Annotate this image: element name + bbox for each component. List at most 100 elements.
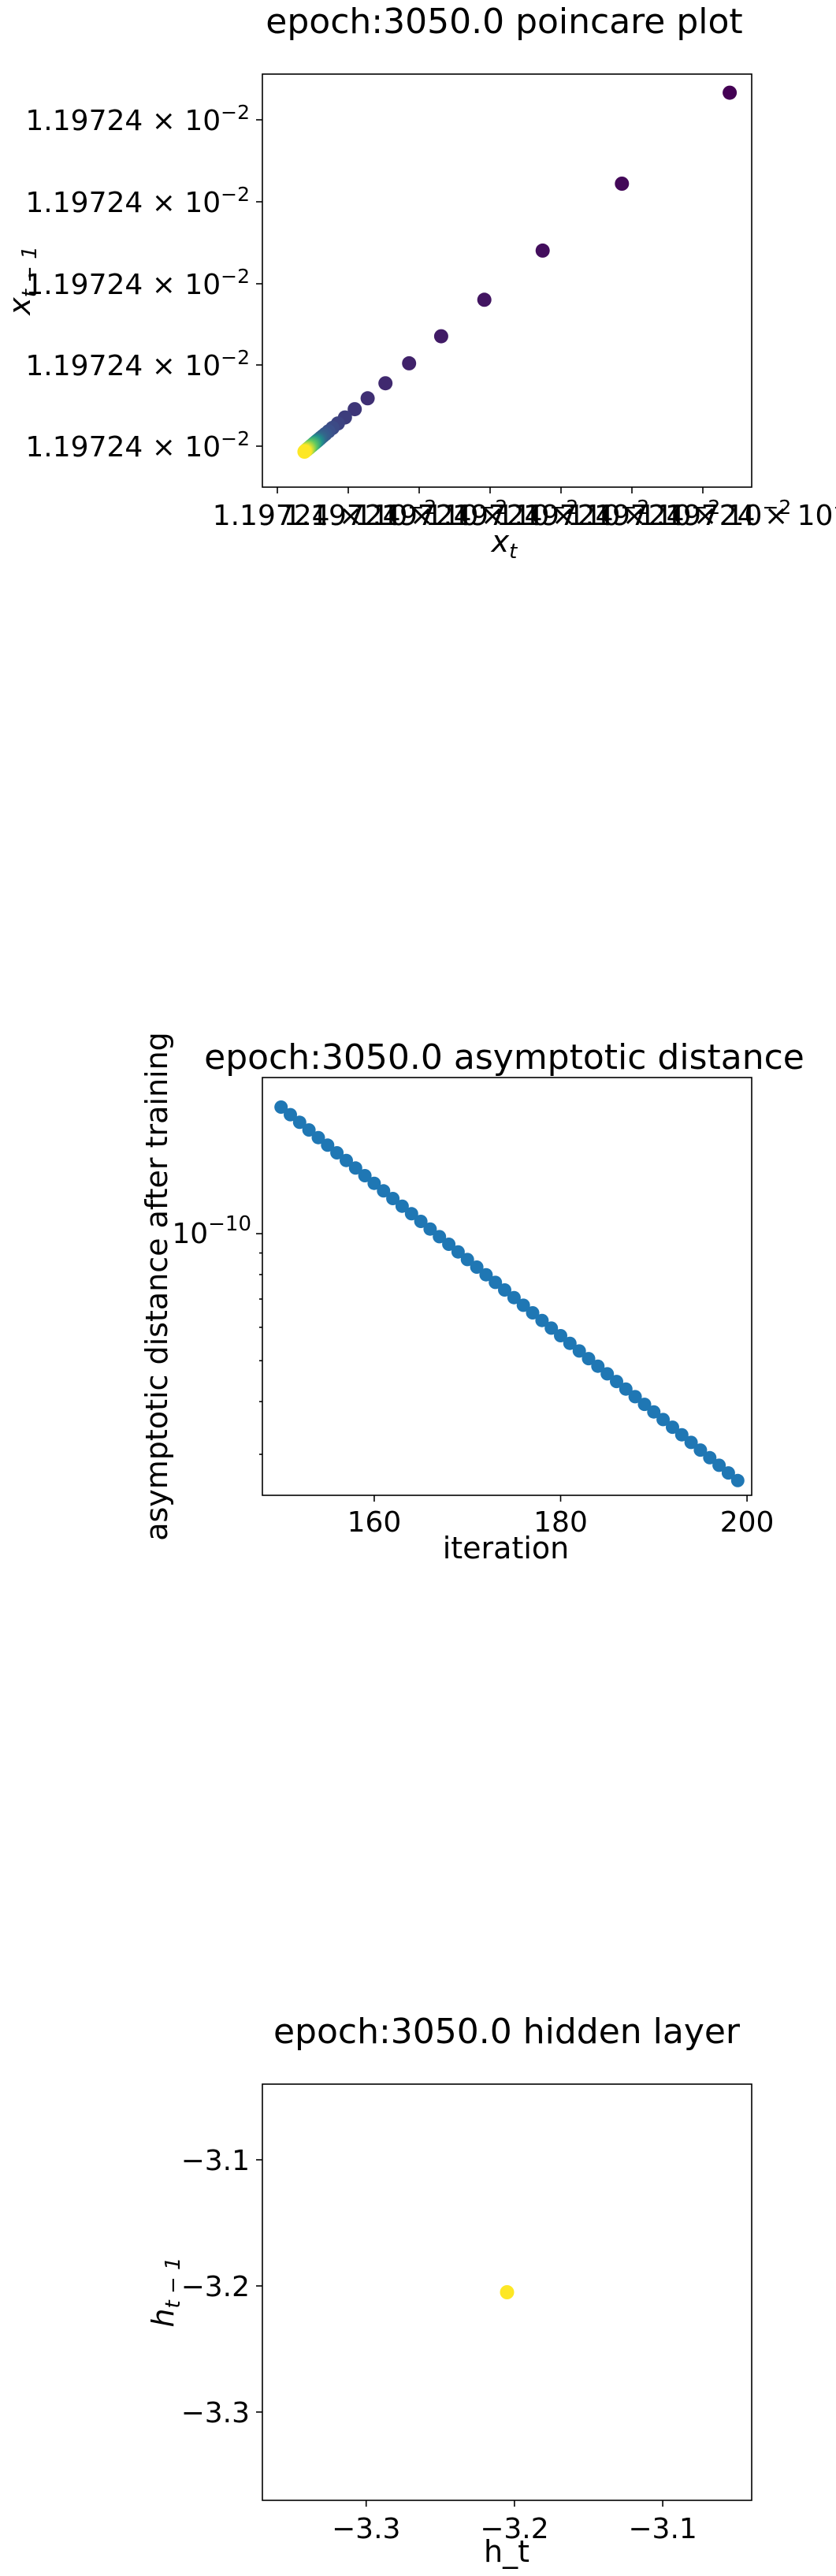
poincare-point bbox=[615, 177, 630, 191]
asymptotic-point bbox=[712, 1458, 726, 1472]
poincare-point bbox=[402, 356, 417, 370]
asymptotic-point bbox=[348, 1161, 362, 1175]
hidden-layer-y-label: ht − 1 bbox=[146, 2257, 185, 2327]
asymptotic-point bbox=[479, 1268, 493, 1282]
poincare-y-tick-label: 1.19724 × 10−2 bbox=[25, 183, 250, 219]
asymptotic-point bbox=[404, 1207, 418, 1221]
poincare-title: epoch:3050.0 poincare plot bbox=[266, 2, 742, 42]
asymptotic-point bbox=[386, 1192, 400, 1205]
hidden-layer-chart: epoch:3050.0 hidden layer −3.3 −3.2 −3.1 −… bbox=[146, 2012, 752, 2569]
asymptotic-title: epoch:3050.0 asymptotic distance bbox=[204, 1037, 804, 1078]
asymptotic-point bbox=[423, 1222, 437, 1236]
poincare-point bbox=[360, 391, 375, 406]
asymptotic-x-ticks: 160 180 200 bbox=[347, 1495, 775, 1539]
asymptotic-point bbox=[730, 1473, 745, 1487]
asymptotic-point bbox=[292, 1115, 307, 1130]
asymptotic-point bbox=[703, 1450, 717, 1465]
poincare-y-ticks: 1.19724 × 10−2 1.19724 × 10−2 1.19724 × 10… bbox=[25, 101, 262, 463]
asymptotic-point bbox=[526, 1306, 540, 1320]
asymptotic-point bbox=[581, 1352, 596, 1366]
poincare-point bbox=[347, 402, 362, 417]
poincare-point bbox=[433, 329, 448, 344]
asymptotic-point bbox=[637, 1398, 652, 1412]
hidden-layer-axes-frame bbox=[262, 2083, 752, 2501]
asymptotic-point bbox=[591, 1359, 605, 1373]
asymptotic-point bbox=[460, 1253, 474, 1267]
asymptotic-point bbox=[414, 1215, 428, 1228]
poincare-point bbox=[297, 445, 312, 459]
asymptotic-point bbox=[619, 1382, 633, 1396]
poincare-y-tick-label: 1.19724 × 10−2 bbox=[25, 346, 250, 382]
asymptotic-point bbox=[367, 1176, 381, 1190]
hidden-layer-y-tick-label: −3.3 bbox=[181, 2397, 250, 2429]
asymptotic-point bbox=[628, 1390, 642, 1404]
asymptotic-point bbox=[377, 1184, 391, 1198]
poincare-y-label: xt − 1 bbox=[2, 246, 42, 316]
asymptotic-point bbox=[330, 1146, 344, 1160]
asymptotic-point bbox=[442, 1238, 456, 1251]
poincare-y-tick-label: 1.19724 × 10−2 bbox=[25, 265, 250, 301]
hidden-layer-title: epoch:3050.0 hidden layer bbox=[273, 2012, 741, 2052]
asymptotic-point bbox=[516, 1298, 530, 1312]
asymptotic-point bbox=[395, 1199, 409, 1213]
asymptotic-y-ticks: 10−10 bbox=[172, 1212, 262, 1455]
poincare-x-tick-label: 1.19724 × 10−2 bbox=[496, 496, 721, 532]
asymptotic-point bbox=[535, 1313, 549, 1327]
asymptotic-x-tick-label: 160 bbox=[347, 1506, 402, 1539]
asymptotic-point bbox=[600, 1367, 615, 1381]
asymptotic-y-tick-label: 10−10 bbox=[172, 1212, 251, 1250]
poincare-chart: epoch:3050.0 poincare plot 1.19724 × 10−… bbox=[2, 2, 836, 564]
asymptotic-point bbox=[656, 1413, 671, 1427]
asymptotic-point bbox=[284, 1107, 297, 1122]
asymptotic-point bbox=[302, 1123, 316, 1137]
poincare-x-tick-label: 1.19724 × 10−2 bbox=[213, 496, 437, 532]
hidden-layer-x-label: h_t bbox=[484, 2534, 529, 2569]
asymptotic-point bbox=[489, 1275, 503, 1290]
hidden-layer-y-tick-label: −3.1 bbox=[181, 2145, 250, 2177]
poincare-y-tick-label: 1.19724 × 10−2 bbox=[25, 427, 250, 463]
poincare-axes-frame bbox=[262, 73, 752, 488]
asymptotic-point bbox=[647, 1405, 661, 1419]
asymptotic-point bbox=[274, 1100, 288, 1114]
asymptotic-point bbox=[693, 1443, 708, 1457]
poincare-x-tick-label: 1.19724 × 10−2 bbox=[355, 496, 579, 532]
hidden-layer-x-tick-label: −3.3 bbox=[332, 2513, 400, 2545]
asymptotic-point bbox=[433, 1230, 447, 1244]
asymptotic-point bbox=[563, 1336, 577, 1350]
asymptotic-point bbox=[684, 1435, 698, 1450]
asymptotic-y-label: asymptotic distance after training bbox=[139, 1032, 174, 1541]
asymptotic-chart: epoch:3050.0 asymptotic distance 10−10 1… bbox=[139, 1032, 804, 1565]
hidden-layer-x-tick-label: −3.2 bbox=[480, 2513, 548, 2545]
poincare-point bbox=[535, 243, 550, 258]
hidden-layer-y-ticks: −3.3 −3.2 −3.1 bbox=[181, 2145, 262, 2429]
hidden-layer-points bbox=[500, 2285, 515, 2299]
asymptotic-x-tick-label: 200 bbox=[720, 1506, 775, 1539]
asymptotic-point bbox=[554, 1329, 567, 1342]
poincare-points bbox=[297, 85, 738, 459]
asymptotic-point bbox=[507, 1290, 521, 1305]
asymptotic-point bbox=[321, 1138, 335, 1152]
asymptotic-point bbox=[674, 1428, 689, 1442]
asymptotic-point bbox=[340, 1153, 353, 1167]
poincare-x-label: xt bbox=[491, 524, 518, 564]
hidden-layer-x-ticks: −3.3 −3.2 −3.1 bbox=[332, 2500, 697, 2545]
poincare-x-ticks: 1.19724 × 10−21.19724 × 10−21.19724 × 10… bbox=[213, 487, 836, 532]
asymptotic-point bbox=[451, 1245, 465, 1259]
poincare-x-tick-label: 1.19724 × 10−2 bbox=[284, 496, 508, 532]
poincare-y-tick-label: 1.19724 × 10−2 bbox=[25, 101, 250, 137]
asymptotic-x-label: iteration bbox=[443, 1531, 570, 1565]
poincare-x-tick-label: 1.19724 × 10−2 bbox=[567, 496, 792, 532]
poincare-point bbox=[477, 292, 492, 307]
asymptotic-x-tick-label: 180 bbox=[533, 1506, 588, 1539]
asymptotic-point bbox=[666, 1420, 679, 1435]
hidden-layer-x-tick-label: −3.1 bbox=[628, 2513, 697, 2545]
asymptotic-axes-frame bbox=[262, 1077, 752, 1496]
asymptotic-point bbox=[498, 1283, 511, 1297]
asymptotic-point bbox=[610, 1375, 623, 1389]
asymptotic-point bbox=[544, 1321, 559, 1335]
asymptotic-point bbox=[470, 1260, 484, 1274]
asymptotic-point bbox=[572, 1344, 586, 1358]
hidden-layer-y-tick-label: −3.2 bbox=[181, 2271, 250, 2303]
asymptotic-point bbox=[311, 1130, 325, 1145]
